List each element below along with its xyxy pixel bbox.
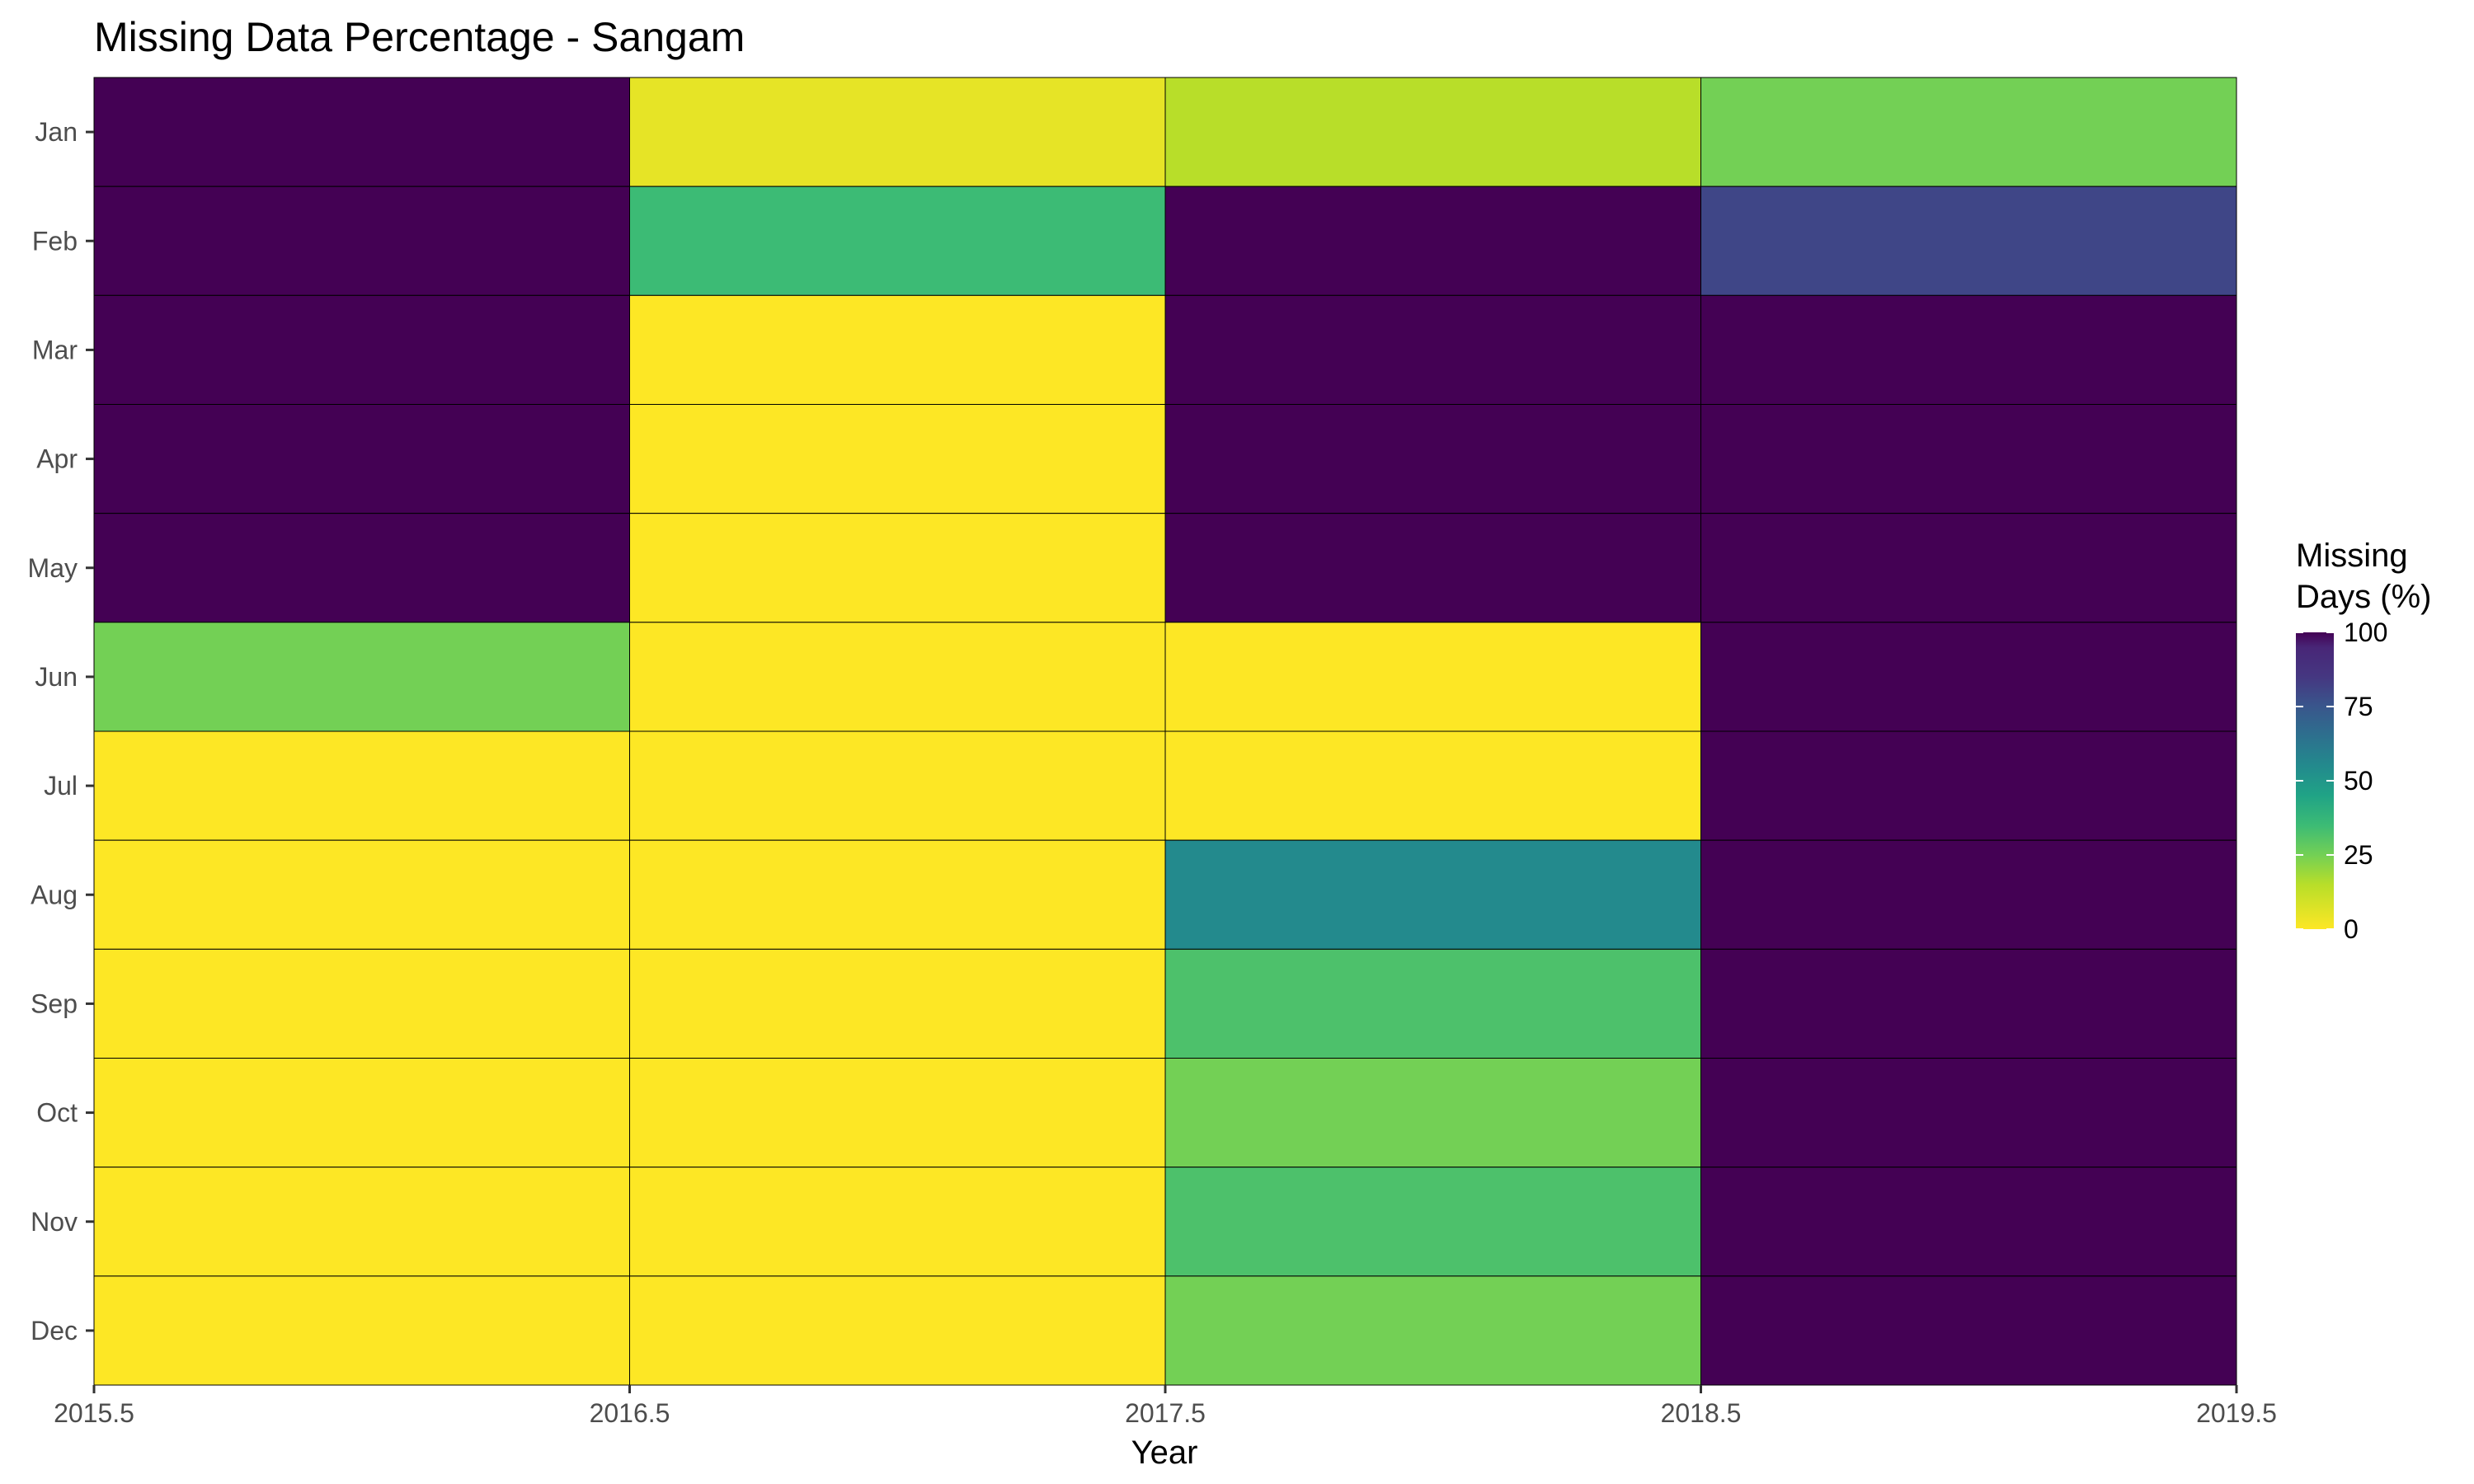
x-tick-label: 2017.5 xyxy=(1125,1398,1206,1428)
heatmap-cell-jan-2019 xyxy=(1700,77,2237,187)
legend-tick-label: 75 xyxy=(2344,692,2373,721)
heatmap-cell-nov-2017 xyxy=(629,1167,1166,1277)
y-tick-label: Feb xyxy=(32,226,78,256)
y-tick-label: May xyxy=(28,553,78,583)
x-tick-label: 2019.5 xyxy=(2196,1398,2277,1428)
legend-ticks: 0 25 50 75 100 xyxy=(2296,618,2387,944)
heatmap-cell-aug-2016 xyxy=(93,839,630,950)
y-tick-label: Aug xyxy=(31,880,78,909)
y-tick-label: Jun xyxy=(35,662,78,692)
y-tick-label: Dec xyxy=(31,1316,78,1345)
heatmap-cell-jun-2016 xyxy=(93,622,630,732)
y-axis: Jan Feb Mar Apr May Jun Jul Aug Sep Oct Nov Dec xyxy=(28,117,94,1345)
y-tick-label: Jan xyxy=(35,117,78,147)
heatmap-cell-sep-2016 xyxy=(93,948,630,1059)
y-tick-label: Apr xyxy=(36,444,78,474)
heatmap-cell-feb-2016 xyxy=(93,186,630,296)
heatmap-cell-jul-2018 xyxy=(1164,730,1701,841)
heatmap-cell-jul-2016 xyxy=(93,730,630,841)
heatmap-cell-jun-2019 xyxy=(1700,622,2237,732)
color-legend: Missing Days (%) 0 25 50 75 100 xyxy=(2296,538,2431,944)
heatmap-cell-nov-2016 xyxy=(93,1167,630,1277)
heatmap-cell-nov-2018 xyxy=(1164,1167,1701,1277)
heatmap-cell-feb-2017 xyxy=(629,186,1166,296)
legend-title-line-2: Days (%) xyxy=(2296,579,2431,615)
legend-tick-label: 0 xyxy=(2344,914,2359,944)
x-tick-label: 2015.5 xyxy=(54,1398,134,1428)
heatmap-cell-jun-2017 xyxy=(629,622,1166,732)
heatmap-cell-dec-2017 xyxy=(629,1275,1166,1386)
heatmap-cell-may-2017 xyxy=(629,513,1166,623)
y-tick-label: Nov xyxy=(31,1207,78,1237)
legend-title-line-1: Missing xyxy=(2296,538,2408,574)
heatmap-cell-mar-2018 xyxy=(1164,294,1701,406)
heatmap-cell-aug-2017 xyxy=(629,839,1166,950)
heatmap-cell-sep-2018 xyxy=(1164,948,1701,1059)
x-tick-label: 2018.5 xyxy=(1661,1398,1742,1428)
heatmap-cell-oct-2017 xyxy=(629,1058,1166,1168)
heatmap-cell-aug-2018 xyxy=(1164,839,1701,950)
heatmap-cell-jan-2018 xyxy=(1164,77,1701,187)
y-tick-label: Sep xyxy=(31,989,78,1018)
heatmap-cell-dec-2016 xyxy=(93,1275,630,1386)
heatmap-cell-may-2018 xyxy=(1164,513,1701,623)
heatmap-cell-aug-2019 xyxy=(1700,839,2237,950)
x-tick-label: 2016.5 xyxy=(590,1398,670,1428)
heatmap-cell-apr-2018 xyxy=(1164,404,1701,514)
heatmap-cell-mar-2019 xyxy=(1700,294,2237,406)
x-axis: 2015.5 2016.5 2017.5 2018.5 2019.5 xyxy=(54,1385,2277,1428)
heatmap-cell-may-2019 xyxy=(1700,513,2237,623)
x-axis-title: Year xyxy=(1131,1435,1198,1471)
legend-tick-label: 25 xyxy=(2344,840,2373,870)
heatmap-cell-oct-2019 xyxy=(1700,1058,2237,1168)
y-tick-label: Mar xyxy=(32,335,78,364)
heatmap-cell-oct-2018 xyxy=(1164,1058,1701,1168)
heatmap-cell-dec-2018 xyxy=(1164,1275,1701,1386)
heatmap-cell-may-2016 xyxy=(93,513,630,623)
heatmap-cell-apr-2017 xyxy=(629,404,1166,514)
heatmap-cell-jul-2017 xyxy=(629,730,1166,841)
heatmap-cells xyxy=(93,77,2237,1386)
legend-tick-label: 100 xyxy=(2344,618,2387,647)
heatmap-cell-mar-2017 xyxy=(629,294,1166,406)
heatmap-cell-nov-2019 xyxy=(1700,1167,2237,1277)
heatmap-cell-apr-2016 xyxy=(93,404,630,514)
heatmap-cell-jan-2017 xyxy=(629,77,1166,187)
y-tick-label: Jul xyxy=(44,771,78,801)
heatmap-cell-mar-2016 xyxy=(93,294,630,406)
heatmap-cell-feb-2019 xyxy=(1700,186,2237,296)
chart-title: Missing Data Percentage - Sangam xyxy=(94,14,745,60)
heatmap-cell-jan-2016 xyxy=(93,77,630,187)
heatmap-cell-dec-2019 xyxy=(1700,1275,2237,1386)
heatmap-cell-feb-2018 xyxy=(1164,186,1701,296)
heatmap-cell-jul-2019 xyxy=(1700,730,2237,841)
heatmap-cell-jun-2018 xyxy=(1164,622,1701,732)
y-tick-label: Oct xyxy=(36,1098,78,1128)
legend-tick-label: 50 xyxy=(2344,766,2373,796)
heatmap-cell-sep-2019 xyxy=(1700,948,2237,1059)
heatmap-cell-sep-2017 xyxy=(629,948,1166,1059)
heatmap-cell-oct-2016 xyxy=(93,1058,630,1168)
heatmap-cell-apr-2019 xyxy=(1700,404,2237,514)
